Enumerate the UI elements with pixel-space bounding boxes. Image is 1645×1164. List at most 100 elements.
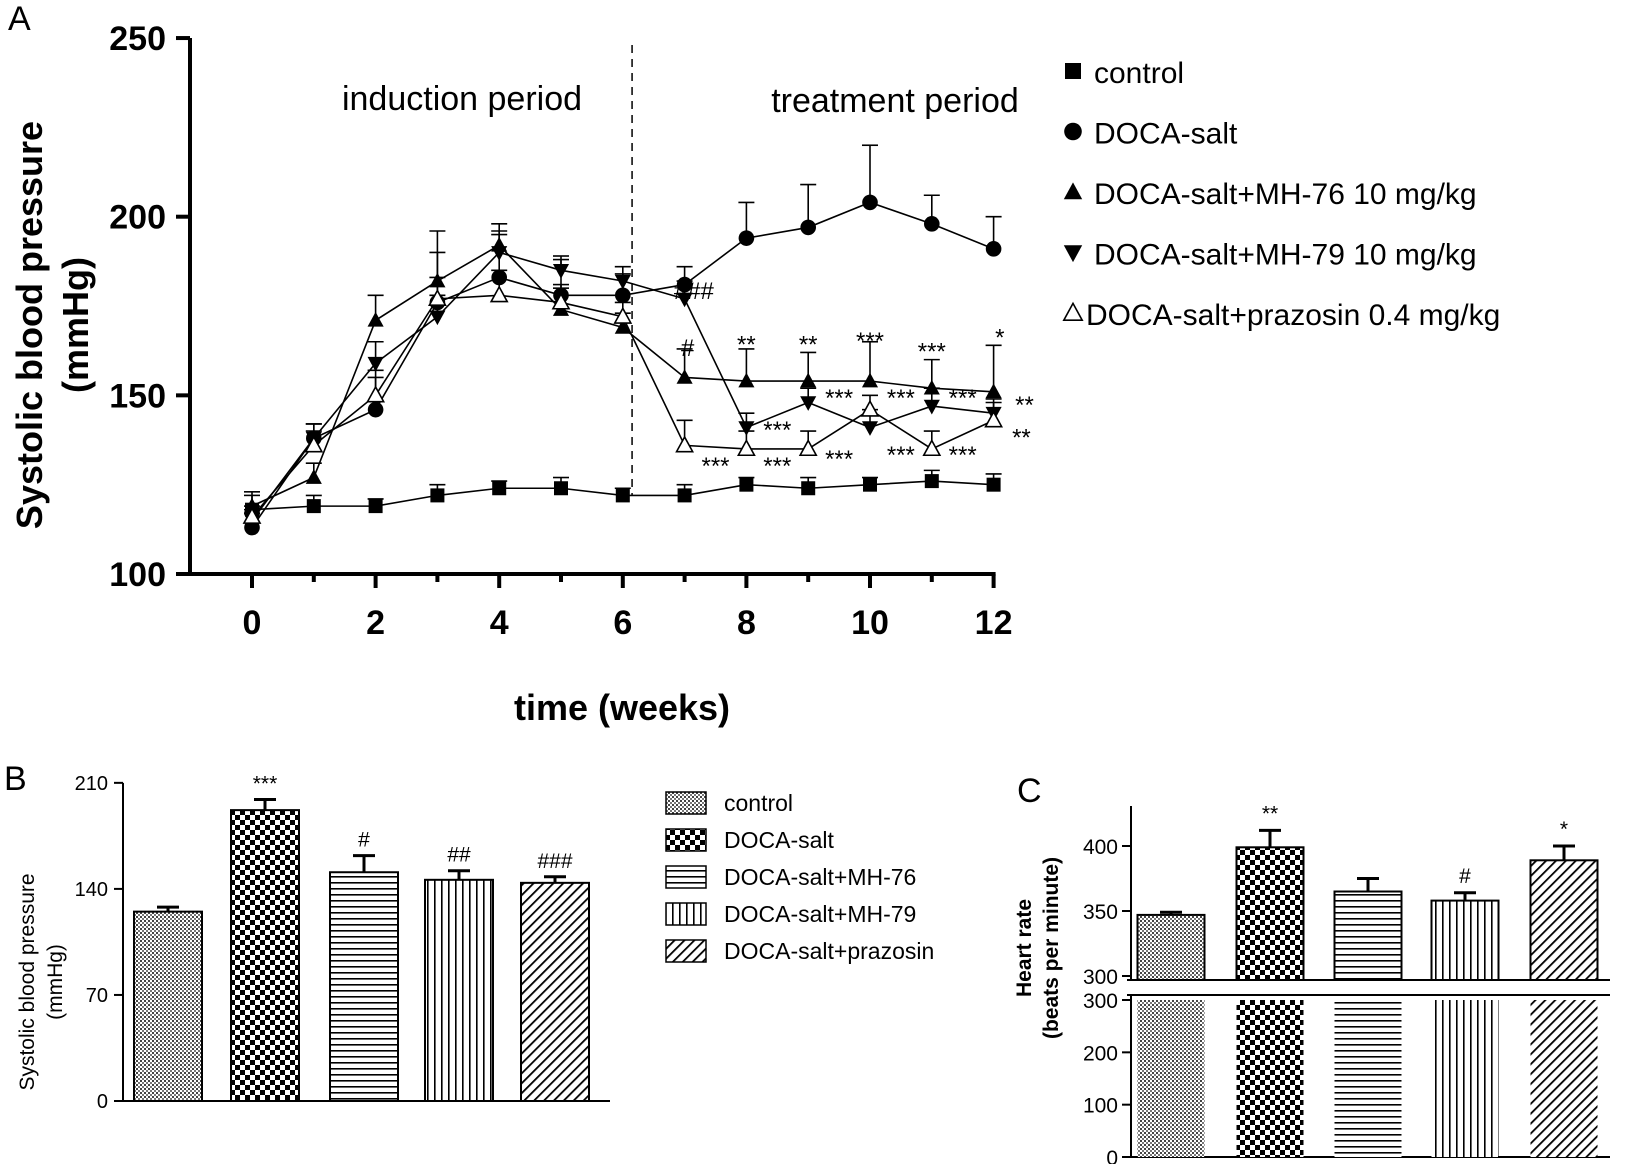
significance-annotation: ### <box>674 278 715 305</box>
panel-a-x-tick-label: 0 <box>243 604 262 642</box>
data-point <box>242 506 262 524</box>
data-point <box>863 477 877 492</box>
significance-annotation: *** <box>949 385 977 412</box>
panel-a-induction-label: induction period <box>342 80 582 118</box>
panel-a-treatment-label: treatment period <box>771 82 1019 120</box>
data-point <box>551 292 571 310</box>
panel-label-b: B <box>4 760 27 798</box>
panel-b-y-tick-label: 210 <box>75 773 108 795</box>
data-point <box>924 474 939 489</box>
significance-label: ** <box>1262 802 1278 825</box>
panel-c-y-tick-label: 300 <box>1083 990 1118 1013</box>
data-point <box>615 488 630 503</box>
data-point <box>429 310 446 326</box>
panel-c-y-tick-label: 200 <box>1083 1042 1118 1065</box>
panel-a-legend: control DOCA-salt DOCA-salt+MH-76 10 mg/kg… <box>1062 57 1500 332</box>
panel-c-y-tick-label: 0 <box>1106 1147 1118 1164</box>
bar-lower-doca-salt-mh-76 <box>1334 1000 1402 1157</box>
legend-swatch <box>665 865 707 889</box>
panel-a-y-unit: (mmHg) <box>55 257 96 393</box>
data-point <box>492 481 507 496</box>
panel-c-bar-chart: 300 350 400 0 100 200 300 ** # * Heart rate (bea… <box>1013 802 1610 1164</box>
panel-a-x-tick-label: 6 <box>613 604 632 642</box>
panel-b-y-unit: (mmHg) <box>44 944 67 1020</box>
data-point <box>615 287 631 304</box>
data-point <box>985 241 1002 257</box>
series-1 <box>244 144 1002 536</box>
legend-marker <box>1063 182 1083 200</box>
panel-label-c: C <box>1017 772 1042 810</box>
bar-upper-doca-salt-mh-76 <box>1333 890 1403 981</box>
legend-swatch <box>665 791 707 815</box>
significance-annotation: *** <box>763 453 791 480</box>
legend-marker <box>1062 301 1084 322</box>
data-point <box>923 379 940 395</box>
panel-b-y-tick-label: 0 <box>97 1091 108 1113</box>
series-0 <box>244 469 1002 517</box>
legend-label: DOCA-salt+MH-79 <box>724 901 916 927</box>
data-point <box>862 194 878 211</box>
panel-c-y-tick-label: 300 <box>1083 966 1118 989</box>
panel-label-a: A <box>8 0 31 38</box>
significance-label: *** <box>253 773 278 796</box>
significance-annotation: *** <box>825 385 853 412</box>
data-point <box>860 399 880 417</box>
panel-b-y-title: Systolic blood pressure <box>16 873 39 1090</box>
panel-c-y-title: Heart rate <box>1013 899 1036 997</box>
bar-doca-salt <box>230 809 300 1102</box>
panel-a-series <box>242 144 1004 536</box>
data-point <box>985 383 1002 399</box>
legend-label: control <box>1094 57 1184 90</box>
significance-annotation: *** <box>763 417 791 444</box>
significance-label: # <box>358 829 370 852</box>
panel-a-y-tick-label: 200 <box>109 199 166 237</box>
bar-lower-doca-salt <box>1236 1000 1304 1157</box>
panel-c-y-tick-label: 400 <box>1083 836 1118 859</box>
data-point <box>306 499 321 514</box>
data-point <box>367 311 384 327</box>
panel-a-x-tick-label: 4 <box>490 604 509 642</box>
data-point <box>554 481 568 496</box>
significance-annotation: *** <box>825 446 853 473</box>
bar-control <box>133 910 203 1102</box>
panel-a-x-tick-label: 8 <box>737 604 756 642</box>
panel-a-axes: 100 150 200 250 0 2 4 6 8 10 12 <box>109 20 1012 642</box>
legend-marker <box>1065 63 1081 79</box>
data-point <box>801 481 816 496</box>
legend-label: DOCA-salt <box>1094 118 1238 151</box>
data-point <box>614 319 631 334</box>
data-point <box>427 288 447 306</box>
panel-c-bars: ** # * <box>1136 802 1599 1157</box>
data-point <box>798 438 818 457</box>
data-point <box>738 421 755 436</box>
bar-doca-salt-mh-76 <box>329 871 399 1102</box>
bar-lower-doca-salt-prazosin <box>1530 1000 1598 1157</box>
data-point <box>800 396 817 411</box>
panel-c-y-tick-label: 350 <box>1083 901 1118 924</box>
data-point <box>861 421 879 436</box>
significance-annotation: # <box>681 335 695 362</box>
panel-a-x-title: time (weeks) <box>514 687 730 728</box>
panel-a-y-tick-label: 250 <box>109 20 166 58</box>
panel-b-y-tick-label: 70 <box>86 985 108 1007</box>
series-line-1 <box>251 201 994 529</box>
data-point <box>739 477 754 492</box>
legend-label: DOCA-salt+MH-79 10 mg/kg <box>1094 239 1477 272</box>
data-point <box>984 410 1004 428</box>
data-point <box>430 488 445 503</box>
data-point <box>552 263 570 279</box>
data-point <box>800 372 817 388</box>
panel-b-y-tick-label: 140 <box>75 879 108 901</box>
data-point <box>366 385 386 403</box>
significance-annotation: *** <box>701 453 729 480</box>
data-point <box>675 435 695 453</box>
data-point <box>489 285 509 303</box>
data-point <box>924 216 940 232</box>
legend-swatch <box>665 902 707 926</box>
data-point <box>676 292 693 308</box>
bar-lower-doca-salt-mh-79 <box>1431 1000 1499 1157</box>
panel-a-y-title: Systolic blood pressure <box>9 121 50 529</box>
